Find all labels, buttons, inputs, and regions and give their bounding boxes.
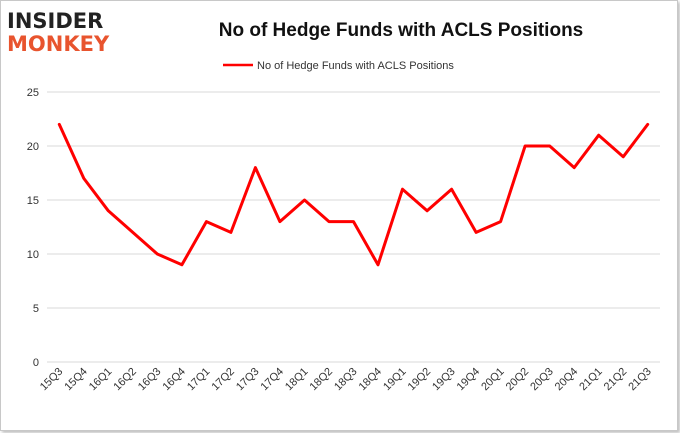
legend: No of Hedge Funds with ACLS Positions	[223, 60, 454, 72]
logo-line-2: MONKEY	[7, 32, 110, 56]
gridlines	[47, 91, 660, 363]
x-tick-label: 19Q2	[406, 366, 434, 394]
x-tick-label: 16Q1	[87, 366, 115, 394]
insider-monkey-logo: INSIDER MONKEY	[7, 9, 110, 56]
x-tick-label: 15Q3	[38, 366, 66, 394]
x-tick-label: 16Q3	[136, 366, 164, 394]
y-tick-label: 0	[33, 357, 39, 369]
y-tick-labels: 0 5 10 15 20 25	[27, 87, 39, 369]
x-tick-label: 18Q3	[332, 366, 360, 394]
x-tick-label: 21Q2	[602, 366, 630, 394]
x-tick-label: 16Q4	[160, 366, 188, 394]
series-line	[57, 122, 650, 267]
y-tick-label: 25	[27, 87, 39, 99]
x-tick-label: 19Q1	[381, 366, 409, 394]
y-tick-label: 10	[27, 249, 39, 261]
x-tick-label: 17Q2	[209, 366, 237, 394]
chart-title: No of Hedge Funds with ACLS Positions	[219, 20, 584, 41]
x-tick-label: 19Q3	[430, 366, 458, 394]
y-tick-label: 15	[27, 195, 39, 207]
logo-line-1: INSIDER	[7, 9, 103, 33]
x-tick-label: 20Q4	[553, 366, 581, 394]
legend-label: No of Hedge Funds with ACLS Positions	[257, 60, 454, 72]
x-tick-label: 20Q1	[479, 366, 507, 394]
x-tick-label: 18Q1	[283, 366, 311, 394]
x-tick-label: 17Q4	[259, 366, 287, 394]
x-tick-labels: 15Q315Q416Q116Q216Q316Q417Q117Q217Q317Q4…	[38, 366, 654, 394]
x-tick-label: 21Q3	[626, 366, 654, 394]
x-tick-label: 18Q4	[357, 366, 385, 394]
series-layer	[57, 122, 650, 267]
x-tick-label: 15Q4	[62, 366, 90, 394]
x-tick-label: 18Q2	[308, 366, 336, 394]
x-tick-label: 17Q1	[185, 366, 213, 394]
x-tick-label: 21Q1	[577, 366, 605, 394]
y-tick-label: 20	[27, 141, 39, 153]
y-tick-label: 5	[33, 303, 39, 315]
x-tick-label: 20Q2	[504, 366, 532, 394]
x-tick-label: 19Q4	[455, 366, 483, 394]
x-tick-label: 17Q3	[234, 366, 262, 394]
x-tick-label: 20Q3	[528, 366, 556, 394]
x-tick-label: 16Q2	[111, 366, 139, 394]
